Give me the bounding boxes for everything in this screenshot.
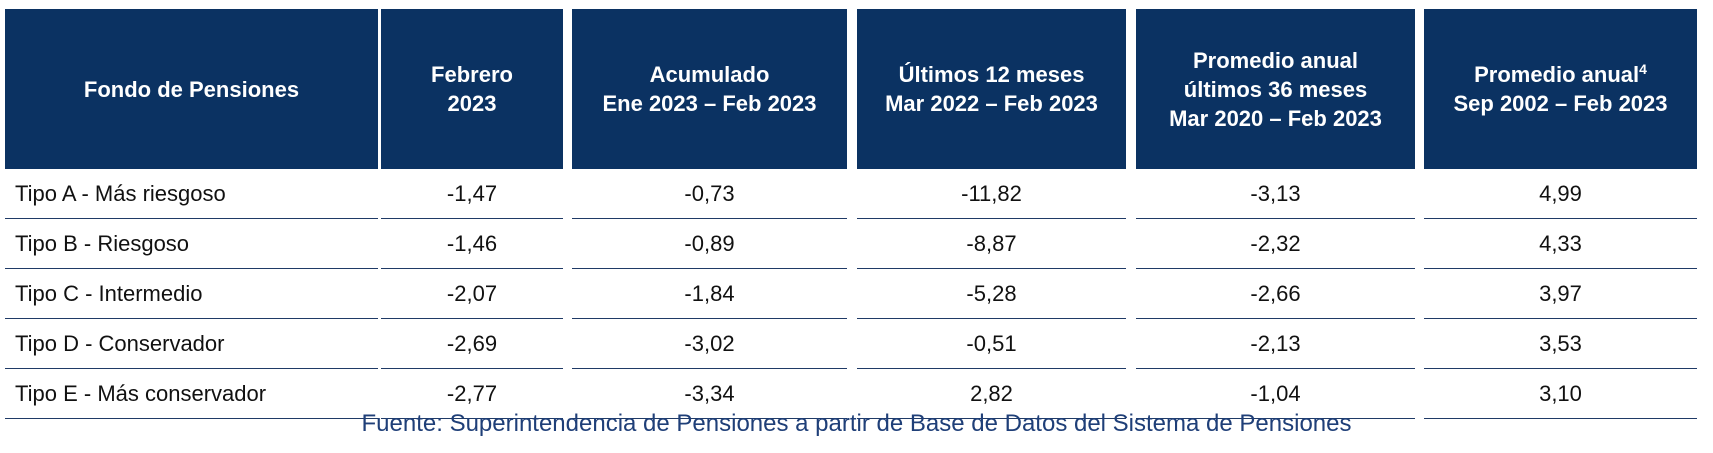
row-label: Tipo B - Riesgoso xyxy=(5,219,378,269)
header-line: Promedio anual xyxy=(1193,46,1358,75)
table-cell: -0,73 xyxy=(572,169,847,219)
header-line: Mar 2020 – Feb 2023 xyxy=(1169,104,1382,133)
column-header: Febrero 2023 xyxy=(381,9,563,169)
header-line: 2023 xyxy=(448,89,497,118)
header-line: últimos 36 meses xyxy=(1184,75,1367,104)
table-cell: -5,28 xyxy=(857,269,1126,319)
table-cell: 4,99 xyxy=(1424,169,1697,219)
header-line: Acumulado xyxy=(650,60,770,89)
table-cell: -2,66 xyxy=(1136,269,1415,319)
header-text: Promedio anual xyxy=(1192,47,1359,73)
table-cell: -3,34 xyxy=(572,369,847,419)
table-cell: -2,32 xyxy=(1136,219,1415,269)
header-line: Mar 2022 – Feb 2023 xyxy=(885,89,1098,118)
table-cell: 3,53 xyxy=(1424,319,1697,369)
table-cell: -3,13 xyxy=(1136,169,1415,219)
header-text: Mar 2020 – Feb 2023 xyxy=(1169,105,1382,131)
source-note: Fuente: Superintendencia de Pensiones a … xyxy=(361,410,1352,437)
header-text: Últimos 12 meses xyxy=(898,62,1085,87)
header-text: Fondo de Pensiones xyxy=(83,76,300,102)
header-text: 2023 xyxy=(447,91,497,116)
header-line: Fondo de Pensiones xyxy=(84,75,299,104)
header-line: Últimos 12 meses xyxy=(899,60,1085,89)
header-line: Febrero xyxy=(431,60,513,89)
table-cell: -2,13 xyxy=(1136,319,1415,369)
header-text: últimos 36 meses xyxy=(1183,76,1368,102)
table-cell: 2,82 xyxy=(857,369,1126,419)
table-cell: 3,10 xyxy=(1424,369,1697,419)
table-cell: -3,02 xyxy=(572,319,847,369)
table-cell: -1,84 xyxy=(572,269,847,319)
header-superscript: 4 xyxy=(1639,61,1647,77)
table-cell: -0,51 xyxy=(857,319,1126,369)
column-header: Promedio anual4 Sep 2002 – Feb 2023 xyxy=(1424,9,1697,169)
table-cell: -8,87 xyxy=(857,219,1126,269)
header-text: Febrero xyxy=(431,62,513,87)
header-text: Sep 2002 – Feb 2023 xyxy=(1453,91,1668,116)
header-line: Ene 2023 – Feb 2023 xyxy=(602,89,816,118)
column-header: Promedio anual últimos 36 meses Mar 2020 –… xyxy=(1136,9,1415,169)
table-cell: -11,82 xyxy=(857,169,1126,219)
table-cell: -2,69 xyxy=(381,319,563,369)
header-line: Promedio anual4 xyxy=(1474,60,1647,89)
table-cell: -2,07 xyxy=(381,269,563,319)
table-cell: -2,77 xyxy=(381,369,563,419)
row-label: Tipo D - Conservador xyxy=(5,319,378,369)
row-label: Tipo C - Intermedio xyxy=(5,269,378,319)
row-label: Tipo E - Más conservador xyxy=(5,369,378,419)
column-header: Últimos 12 meses Mar 2022 – Feb 2023 xyxy=(857,9,1126,169)
header-text: Acumulado xyxy=(649,62,770,87)
row-label: Tipo A - Más riesgoso xyxy=(5,169,378,219)
header-line: Sep 2002 – Feb 2023 xyxy=(1453,89,1667,118)
header-text: Promedio anual xyxy=(1474,62,1640,87)
table-cell: -1,04 xyxy=(1136,369,1415,419)
table-cell: -1,46 xyxy=(381,219,563,269)
header-text: Mar 2022 – Feb 2023 xyxy=(885,91,1098,116)
table-cell: 3,97 xyxy=(1424,269,1697,319)
header-text: Ene 2023 – Feb 2023 xyxy=(602,91,817,116)
table-cell: -1,47 xyxy=(381,169,563,219)
table-cell: 4,33 xyxy=(1424,219,1697,269)
column-header: Fondo de Pensiones xyxy=(5,9,378,169)
table-cell: -0,89 xyxy=(572,219,847,269)
column-header: Acumulado Ene 2023 – Feb 2023 xyxy=(572,9,847,169)
